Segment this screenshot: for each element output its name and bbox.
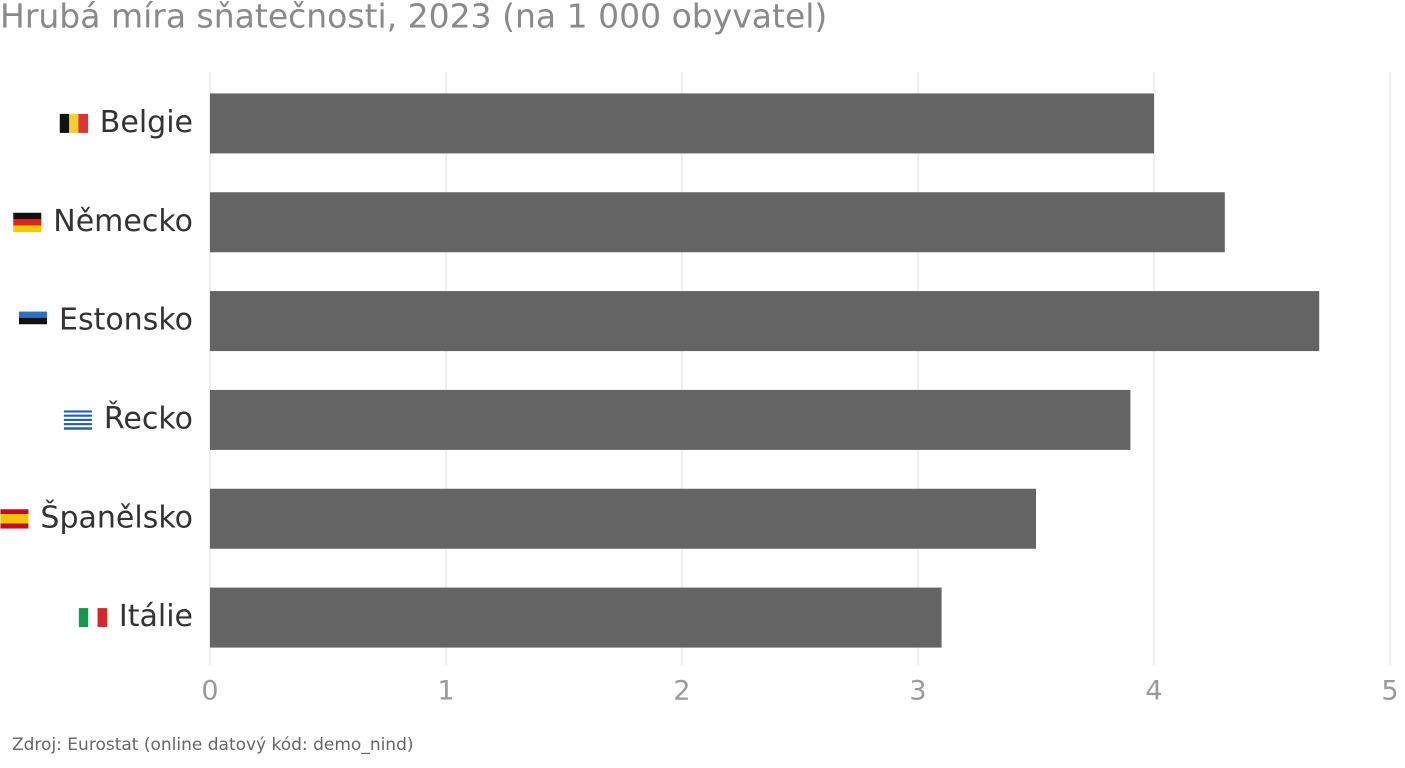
flag-stripe — [63, 423, 92, 426]
x-tick-label: 4 — [1145, 676, 1162, 707]
flag-stripe — [0, 514, 29, 520]
flag-stripe — [13, 219, 42, 226]
x-tick-label: 5 — [1381, 676, 1398, 707]
bar — [210, 291, 1320, 352]
flag-stripe — [78, 608, 89, 628]
y-tick-label: Španělsko — [40, 498, 193, 535]
flag-stripe — [88, 608, 98, 628]
bar — [210, 488, 1036, 549]
flag-stripe — [63, 427, 92, 430]
flag-stripe — [59, 113, 70, 133]
bar — [210, 93, 1154, 154]
flag-stripe — [0, 518, 29, 524]
y-tick-label: Německo — [53, 204, 193, 239]
chart-title: Hrubá míra sňatečnosti, 2023 (na 1 000 o… — [0, 0, 827, 36]
flag-stripe — [13, 225, 42, 233]
flag-stripe — [0, 523, 29, 529]
x-tick-label: 3 — [909, 676, 926, 707]
flag-stripe — [63, 414, 92, 418]
flag-stripe — [63, 420, 92, 424]
flag-stripe — [18, 311, 47, 319]
flag-stripe — [63, 410, 92, 413]
flag-stripe — [69, 113, 79, 133]
flag-stripe — [63, 412, 92, 415]
y-tick-label: Itálie — [119, 599, 193, 634]
flag-stripe — [63, 416, 92, 420]
bar — [210, 389, 1131, 450]
flag-stripe — [97, 608, 108, 628]
x-tick-label: 2 — [673, 676, 690, 707]
flag-stripe — [63, 425, 92, 428]
flag-stripe — [63, 418, 92, 422]
bar — [210, 192, 1225, 253]
flag-stripe — [0, 509, 29, 515]
bar — [210, 587, 942, 648]
x-tick-label: 0 — [201, 676, 218, 707]
y-tick-label: Estonsko — [59, 303, 193, 338]
flag-stripe — [18, 324, 47, 331]
flag-stripe — [18, 317, 47, 325]
y-tick-label: Belgie — [100, 105, 193, 140]
source-note: Zdroj: Eurostat (online datový kód: demo… — [12, 735, 414, 755]
x-tick-label: 1 — [437, 676, 454, 707]
y-tick-label: Řecko — [104, 400, 193, 436]
flag-stripe — [13, 212, 42, 220]
flag-stripe — [78, 113, 89, 133]
